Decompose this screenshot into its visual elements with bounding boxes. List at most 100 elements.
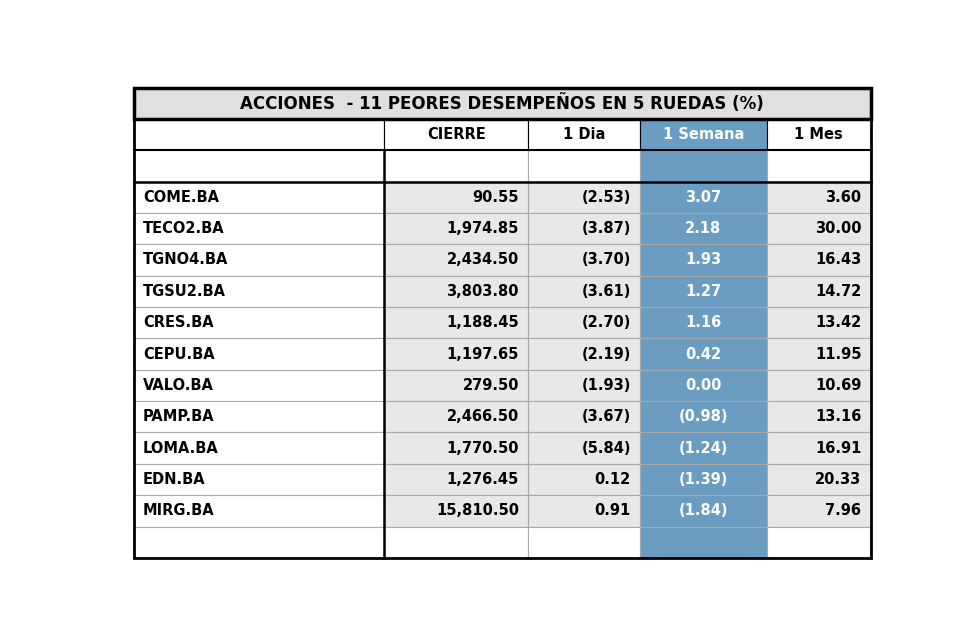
Bar [528,433,640,464]
Text: 16.91: 16.91 [815,441,861,456]
Bar [134,495,384,527]
Text: VALO.BA: VALO.BA [143,378,214,393]
Text: (2.53): (2.53) [581,190,631,204]
Bar [528,370,640,401]
Bar [528,307,640,339]
Text: (1.24): (1.24) [679,441,728,456]
Text: 1 Dia: 1 Dia [563,127,606,142]
Text: (1.84): (1.84) [678,504,728,518]
Text: 1,276.45: 1,276.45 [447,472,519,487]
Text: 14.72: 14.72 [815,284,861,299]
Text: ACCIONES  - 11 PEORES DESEMPEÑOS EN 5 RUEDAS (%): ACCIONES - 11 PEORES DESEMPEÑOS EN 5 RUE… [240,94,764,112]
Text: 0.91: 0.91 [595,504,631,518]
Bar [384,150,528,181]
Text: MIRG.BA: MIRG.BA [143,504,215,518]
Bar [384,275,528,307]
Bar [640,275,766,307]
Text: 0.42: 0.42 [685,346,721,362]
Text: 30.00: 30.00 [815,221,861,236]
Bar [134,119,384,150]
Bar [528,527,640,558]
Text: 16.43: 16.43 [815,252,861,268]
Text: 1 Semana: 1 Semana [662,127,744,142]
Bar [766,464,870,495]
Bar [766,527,870,558]
Bar [528,213,640,244]
Text: (1.39): (1.39) [679,472,728,487]
Bar [640,307,766,339]
Bar [640,495,766,527]
Bar [766,150,870,181]
Text: 2,434.50: 2,434.50 [447,252,519,268]
Text: 1.16: 1.16 [685,315,721,330]
Bar [134,275,384,307]
Bar [384,339,528,370]
Bar [528,339,640,370]
Text: 1.93: 1.93 [685,252,721,268]
Bar [134,244,384,275]
Bar [134,88,870,119]
Bar [766,213,870,244]
Bar [134,433,384,464]
Bar [134,150,384,181]
Text: (3.87): (3.87) [581,221,631,236]
Bar [640,119,766,150]
Bar [384,527,528,558]
Bar [766,181,870,213]
Text: 13.42: 13.42 [815,315,861,330]
Bar [134,370,384,401]
Text: 13.16: 13.16 [815,409,861,424]
Bar [640,527,766,558]
Text: TGNO4.BA: TGNO4.BA [143,252,228,268]
Text: (0.98): (0.98) [678,409,728,424]
Text: 90.55: 90.55 [472,190,519,204]
Bar [134,401,384,433]
Text: CIERRE: CIERRE [427,127,485,142]
Text: 11.95: 11.95 [815,346,861,362]
Bar [528,244,640,275]
Text: CEPU.BA: CEPU.BA [143,346,215,362]
Text: 3,803.80: 3,803.80 [447,284,519,299]
Bar [384,244,528,275]
Text: 1,974.85: 1,974.85 [447,221,519,236]
Text: 2.18: 2.18 [685,221,721,236]
Bar [640,181,766,213]
Text: (2.19): (2.19) [581,346,631,362]
Bar [134,181,384,213]
Bar [640,339,766,370]
Bar [528,495,640,527]
Text: TECO2.BA: TECO2.BA [143,221,224,236]
Bar [528,401,640,433]
Bar [528,464,640,495]
Text: (3.61): (3.61) [581,284,631,299]
Bar [640,244,766,275]
Bar [384,119,528,150]
Bar [640,370,766,401]
Bar [134,213,384,244]
Bar [766,433,870,464]
Text: CRES.BA: CRES.BA [143,315,214,330]
Text: 0.12: 0.12 [595,472,631,487]
Bar [384,181,528,213]
Bar [766,401,870,433]
Bar [134,527,384,558]
Text: 3.07: 3.07 [685,190,721,204]
Text: 10.69: 10.69 [815,378,861,393]
Bar [384,433,528,464]
Bar [640,433,766,464]
Text: 1.27: 1.27 [685,284,721,299]
Bar [384,307,528,339]
Text: 7.96: 7.96 [825,504,861,518]
Text: 3.60: 3.60 [825,190,861,204]
Bar [766,119,870,150]
Text: TGSU2.BA: TGSU2.BA [143,284,226,299]
Bar [640,213,766,244]
Text: (3.67): (3.67) [582,409,631,424]
Text: LOMA.BA: LOMA.BA [143,441,219,456]
Bar [766,370,870,401]
Bar [640,150,766,181]
Text: PAMP.BA: PAMP.BA [143,409,215,424]
Text: 20.33: 20.33 [815,472,861,487]
Text: 2,466.50: 2,466.50 [447,409,519,424]
Bar [384,401,528,433]
